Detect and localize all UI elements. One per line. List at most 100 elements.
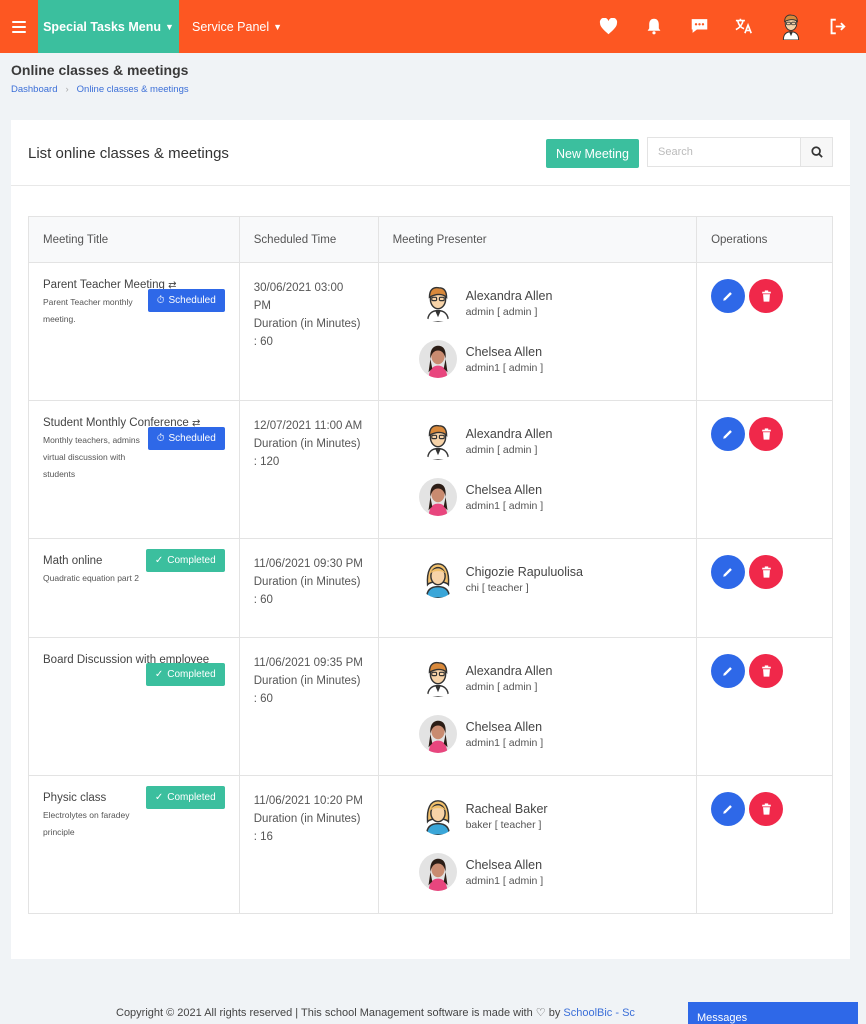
meetings-table: Meeting Title Scheduled Time Meeting Pre…: [28, 216, 833, 914]
table-row: Physic class ✓ Completed Electrolytes on fa…: [28, 775, 833, 914]
status-badge: ⏱︎ Scheduled: [147, 289, 225, 312]
translate-icon[interactable]: [733, 15, 755, 37]
repeat-icon: ⇄: [191, 418, 201, 429]
cell-operations: [696, 400, 833, 539]
heart-icon[interactable]: [597, 15, 619, 37]
repeat-icon: ⇄: [168, 280, 177, 291]
pencil-icon: [723, 292, 732, 301]
special-tasks-menu[interactable]: Special Tasks Menu ▼: [38, 0, 179, 53]
presenter-name: Chelsea Allen: [465, 719, 543, 734]
duration: Duration (in Minutes) : 60: [253, 675, 361, 705]
check-icon: ✓: [154, 669, 164, 680]
presenter-role: admin [ admin ]: [465, 305, 538, 318]
meeting-title[interactable]: Physic class: [43, 792, 107, 804]
presenter: Alexandra Allen admin [ admin ]: [419, 659, 683, 697]
cell-scheduled-time: 11/06/2021 09:30 PM Duration (in Minutes)…: [238, 538, 379, 638]
presenter: Racheal Baker baker [ teacher ]: [419, 797, 683, 835]
cell-presenters: Alexandra Allen admin [ admin ] Chelsea Al…: [377, 637, 698, 776]
cell-meeting-title: Physic class ✓ Completed Electrolytes on fa…: [28, 775, 240, 914]
presenter-name: Racheal Baker: [465, 801, 548, 816]
presenter-avatar: [418, 715, 457, 753]
presenter-role: admin1 [ admin ]: [465, 361, 544, 374]
meeting-title[interactable]: Math online: [43, 555, 103, 567]
bell-icon[interactable]: [643, 15, 665, 37]
pencil-icon: [723, 667, 732, 676]
new-meeting-button[interactable]: New Meeting: [546, 139, 639, 168]
duration: Duration (in Minutes) : 60: [253, 318, 361, 348]
table-row: Student Monthly Conference ⇄ ⏱︎ Scheduled M…: [28, 400, 833, 539]
menu-icon[interactable]: [0, 0, 38, 53]
edit-button[interactable]: [711, 417, 746, 451]
breadcrumb-current[interactable]: Online classes & meetings: [76, 84, 189, 95]
presenter-name: Alexandra Allen: [465, 426, 553, 441]
presenter-avatar: [419, 797, 457, 835]
edit-button[interactable]: [711, 792, 746, 826]
chevron-down-icon: ▼: [273, 21, 283, 32]
breadcrumb-dashboard[interactable]: Dashboard: [11, 84, 58, 95]
service-panel-label: Service Panel: [192, 19, 270, 34]
search-button[interactable]: [800, 138, 832, 166]
presenter-avatar: [419, 284, 457, 322]
search-icon: [810, 146, 823, 158]
header-operations: Operations: [696, 216, 833, 263]
meetings-card: List online classes & meetings New Meeti…: [11, 120, 850, 959]
meeting-description: Monthly teachers, admins virtual discuss…: [43, 435, 140, 479]
status-badge: ✓ Completed: [145, 663, 225, 686]
meeting-description: Parent Teacher monthly meeting.: [43, 297, 133, 324]
delete-button[interactable]: [749, 555, 784, 589]
meeting-title[interactable]: Student Monthly Conference ⇄: [43, 417, 201, 429]
delete-button[interactable]: [749, 279, 784, 313]
presenter-name: Alexandra Allen: [465, 288, 553, 303]
duration: Duration (in Minutes) : 120: [253, 438, 361, 468]
footer-link[interactable]: SchoolBic - Sc: [563, 1007, 635, 1019]
scheduled-datetime: 11/06/2021 10:20 PM: [253, 795, 363, 807]
pencil-icon: [723, 805, 732, 814]
header-meeting-title: Meeting Title: [28, 216, 240, 263]
meeting-description: Electrolytes on faradey principle: [43, 810, 130, 837]
delete-button[interactable]: [749, 417, 784, 451]
presenter-role: admin1 [ admin ]: [465, 499, 544, 512]
status-badge: ⏱︎ Scheduled: [147, 427, 225, 450]
meeting-title[interactable]: Parent Teacher Meeting ⇄: [43, 279, 177, 291]
presenter-name: Alexandra Allen: [465, 663, 553, 678]
header-scheduled-time: Scheduled Time: [238, 216, 379, 263]
trash-icon: [761, 566, 771, 578]
delete-button[interactable]: [749, 654, 784, 688]
cell-scheduled-time: 11/06/2021 10:20 PM Duration (in Minutes)…: [238, 775, 379, 914]
table-row: Board Discussion with employee ✓ Completed…: [28, 637, 833, 776]
trash-icon: [761, 290, 771, 302]
scheduled-datetime: 12/07/2021 11:00 AM: [253, 420, 363, 432]
table-row: Parent Teacher Meeting ⇄ ⏱︎ Scheduled Paren…: [28, 262, 833, 401]
search-box: [647, 137, 833, 167]
chat-icon[interactable]: [688, 15, 710, 37]
avatar[interactable]: [778, 13, 804, 40]
cell-meeting-title: Board Discussion with employee ✓ Completed: [28, 637, 240, 776]
presenter: Chelsea Allen admin1 [ admin ]: [418, 853, 683, 891]
cell-meeting-title: Math online ✓ Completed Quadratic equation …: [28, 538, 240, 638]
cell-scheduled-time: 11/06/2021 09:35 PM Duration (in Minutes)…: [238, 637, 379, 776]
breadcrumb: Dashboard › Online classes & meetings: [11, 84, 189, 95]
edit-button[interactable]: [711, 555, 746, 589]
cell-meeting-title: Student Monthly Conference ⇄ ⏱︎ Scheduled M…: [28, 400, 240, 539]
footer-text: Copyright © 2021 All rights reserved | T…: [116, 1007, 561, 1019]
scheduled-datetime: 11/06/2021 09:30 PM: [253, 558, 363, 570]
presenter-role: admin1 [ admin ]: [465, 736, 544, 749]
status-badge: ✓ Completed: [145, 549, 225, 572]
cell-presenters: Racheal Baker baker [ teacher ] Chelsea Al…: [377, 775, 698, 914]
messages-panel[interactable]: Messages: [688, 1002, 858, 1024]
search-input[interactable]: [648, 138, 800, 166]
service-panel-menu[interactable]: Service Panel ▼: [192, 0, 282, 53]
stopwatch-icon: ⏱︎: [156, 295, 165, 306]
delete-button[interactable]: [749, 792, 784, 826]
edit-button[interactable]: [711, 654, 746, 688]
card-title: List online classes & meetings: [28, 145, 229, 162]
presenter-avatar: [419, 422, 457, 460]
scheduled-datetime: 30/06/2021 03:00 PM: [253, 282, 344, 312]
presenter-role: admin1 [ admin ]: [465, 874, 544, 887]
presenter: Chelsea Allen admin1 [ admin ]: [418, 478, 683, 516]
edit-button[interactable]: [711, 279, 746, 313]
cell-scheduled-time: 12/07/2021 11:00 AM Duration (in Minutes)…: [238, 400, 379, 539]
logout-icon[interactable]: [826, 15, 848, 37]
presenter: Alexandra Allen admin [ admin ]: [419, 422, 683, 460]
page-title: Online classes & meetings: [11, 62, 189, 78]
